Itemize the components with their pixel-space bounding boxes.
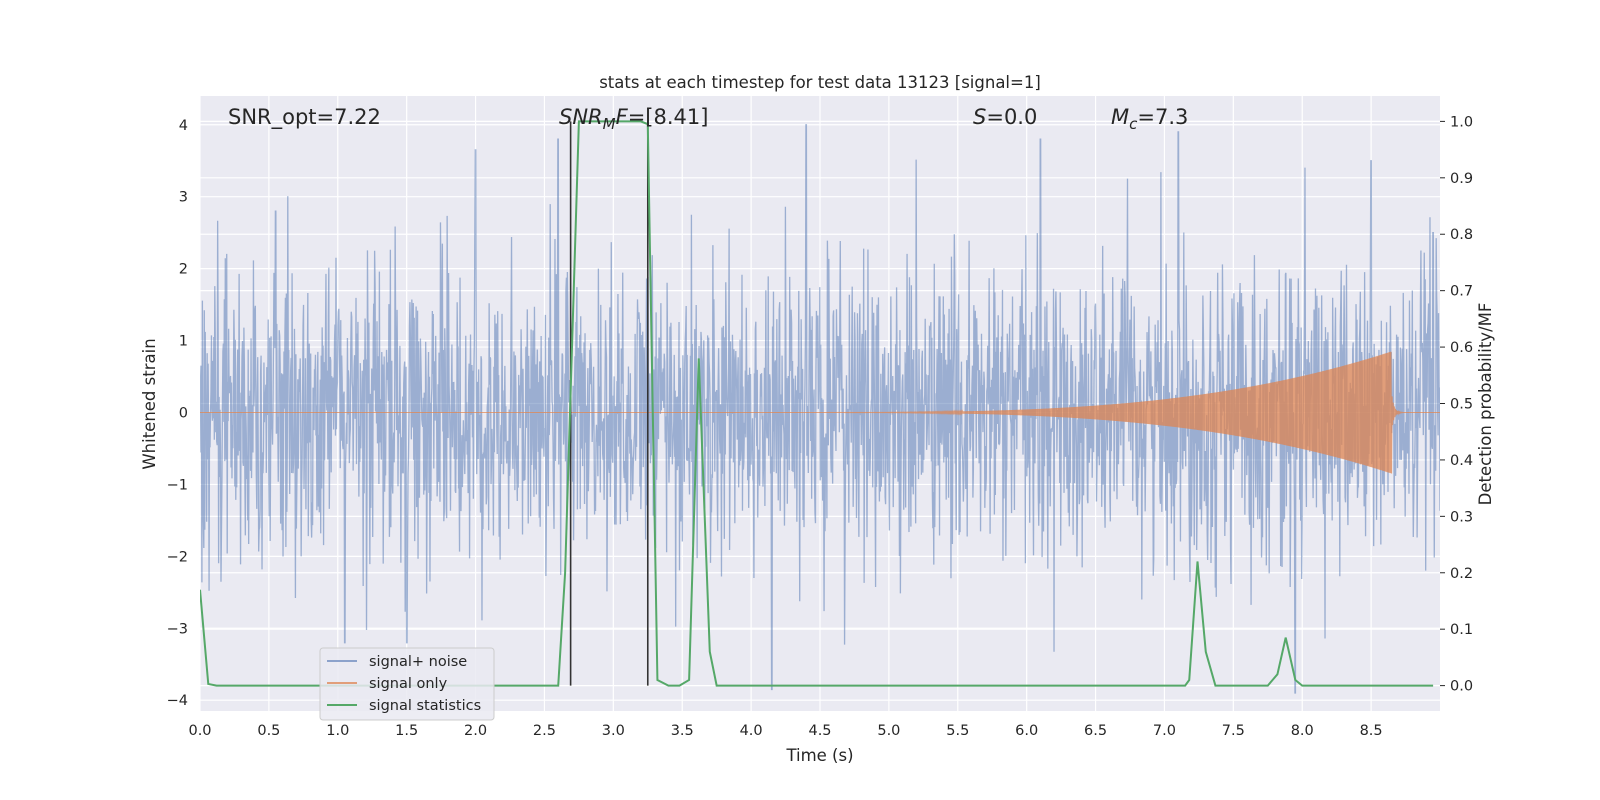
- signal-plus-noise-line: [200, 124, 1440, 694]
- y-tick-label: 3: [179, 190, 188, 206]
- x-tick-label: 5.5: [946, 723, 969, 739]
- y2-tick-label: 0.3: [1450, 509, 1473, 525]
- y-tick-label: 0: [179, 405, 188, 421]
- y2-tick-label: 0.6: [1450, 340, 1473, 356]
- y2-tick-label: 0.2: [1450, 566, 1473, 582]
- snr-mf-tail: F: [616, 105, 629, 129]
- y2-tick-label: 0.5: [1450, 397, 1473, 413]
- mc-value: =7.3: [1137, 105, 1188, 129]
- y-tick-label: 2: [179, 262, 188, 278]
- x-tick-label: 7.5: [1222, 723, 1245, 739]
- snr-mf-label: SNR: [559, 105, 603, 129]
- y-tick-label: −3: [167, 621, 188, 637]
- y2-tick-label: 0.8: [1450, 227, 1473, 243]
- x-tick-label: 5.0: [877, 723, 900, 739]
- snr-mf-subscript: M: [603, 115, 616, 133]
- x-tick-label: 6.0: [1015, 723, 1038, 739]
- x-tick-label: 3.5: [671, 723, 694, 739]
- annotation-s: S=0.0: [973, 105, 1037, 129]
- x-tick-label: 1.0: [326, 723, 349, 739]
- x-axis-ticks: 0.0 0.5 1.0 1.5 2.0 2.5 3.0 3.5 4.0 4.5 5.0 5.5 6.0 6…: [188, 723, 1382, 739]
- legend-label-signal-statistics: signal statistics: [369, 698, 481, 714]
- annotation-snr-opt: SNR_opt=7.22: [228, 105, 381, 130]
- y2-tick-label: 0.9: [1450, 171, 1473, 187]
- chart-title: stats at each timestep for test data 131…: [599, 73, 1041, 92]
- annotation-snr-mf: SNRMF=[8.41]: [559, 105, 708, 133]
- y-tick-label: 1: [179, 334, 188, 350]
- y2-tick-label: 0.7: [1450, 284, 1473, 300]
- x-tick-label: 2.5: [533, 723, 556, 739]
- x-tick-label: 1.5: [395, 723, 418, 739]
- annotation-mc: Mc=7.3: [1111, 105, 1188, 133]
- x-tick-label: 7.0: [1153, 723, 1176, 739]
- x-axis-label: Time (s): [785, 746, 853, 765]
- y2-axis-label: Detection probability/MF: [1476, 303, 1495, 506]
- s-value: =0.0: [986, 105, 1037, 129]
- mc-subscript: c: [1129, 115, 1138, 133]
- x-tick-label: 0.5: [257, 723, 280, 739]
- legend-label-signal-plus-noise: signal+ noise: [369, 654, 467, 670]
- series-signal-only: [200, 351, 1440, 474]
- x-tick-label: 6.5: [1084, 723, 1107, 739]
- x-tick-label: 3.0: [602, 723, 625, 739]
- series-signal-statistics: [200, 120, 1434, 687]
- y2-tick-label: 0.1: [1450, 622, 1473, 638]
- x-tick-label: 0.0: [188, 723, 211, 739]
- y-tick-label: −2: [167, 549, 188, 565]
- series-signal-plus-noise: [200, 124, 1440, 694]
- signal-only-line: [200, 351, 1440, 474]
- y2-tick-label: 1.0: [1450, 114, 1473, 130]
- legend: signal+ noise signal only signal statist…: [319, 647, 495, 721]
- y-axis-ticks: 4 3 2 1 0 −1 −2 −3 −4: [167, 118, 188, 709]
- s-label: S: [973, 105, 986, 129]
- mc-label: M: [1111, 105, 1129, 129]
- y-tick-label: 4: [179, 118, 188, 134]
- y-tick-label: −4: [167, 693, 188, 709]
- y2-tick-label: 0.0: [1450, 679, 1473, 695]
- signal-statistics-line: [200, 120, 1434, 687]
- y-tick-label: −1: [167, 477, 188, 493]
- legend-label-signal-only: signal only: [369, 676, 448, 692]
- x-tick-label: 4.5: [808, 723, 831, 739]
- x-tick-label: 2.0: [464, 723, 487, 739]
- x-tick-label: 4.0: [740, 723, 763, 739]
- x-tick-label: 8.5: [1360, 723, 1383, 739]
- x-tick-label: 8.0: [1291, 723, 1314, 739]
- y-axis-label: Whitened strain: [140, 338, 159, 469]
- y2-tick-label: 0.4: [1450, 453, 1473, 469]
- legend-box: [319, 647, 495, 721]
- snr-mf-value: =[8.41]: [628, 105, 709, 129]
- y2-axis-ticks: 1.0 0.9 0.8 0.7 0.6 0.5 0.4 0.3 0.2 0.1 0.0: [1440, 114, 1473, 695]
